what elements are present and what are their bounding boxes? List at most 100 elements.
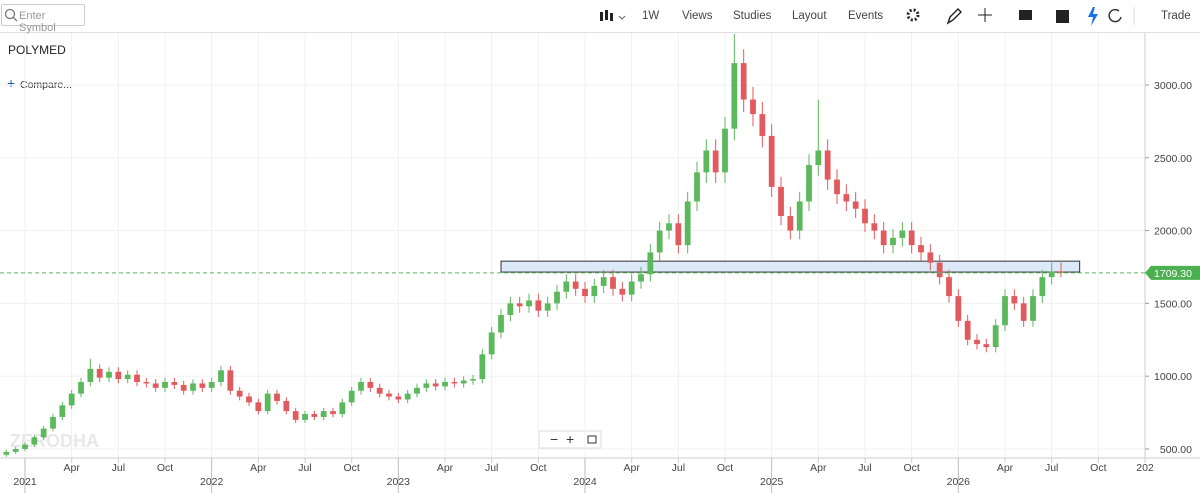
candle-body	[87, 368, 94, 382]
zoom-in[interactable]: +	[566, 431, 574, 447]
candle-body	[722, 128, 728, 173]
candle-body	[824, 150, 831, 180]
candle-body	[50, 416, 56, 429]
candle-body	[936, 262, 943, 278]
candle-body	[1020, 303, 1027, 321]
x-tick-label: 2022	[200, 476, 224, 488]
x-tick-label: Apr	[810, 462, 827, 474]
x-tick-label: Oct	[717, 462, 733, 474]
candle-body	[750, 99, 756, 115]
candle-body	[507, 303, 514, 316]
candle-body	[115, 371, 122, 380]
candle-body	[740, 63, 747, 100]
x-tick-label: Jul	[672, 462, 685, 474]
candle-body	[563, 281, 570, 292]
candle-body	[778, 186, 784, 217]
x-tick-label: 2023	[387, 476, 411, 488]
candle-body	[208, 381, 215, 388]
candle-body	[582, 288, 588, 297]
x-tick-label: Oct	[903, 462, 919, 474]
chart-type-icon[interactable]	[598, 7, 628, 27]
candle-body	[236, 390, 243, 397]
candle-body	[302, 414, 308, 420]
menu[interactable]: Layout	[792, 10, 827, 22]
candle-body	[703, 150, 710, 173]
candle-body	[96, 368, 103, 378]
candle-body	[516, 303, 523, 307]
fullscreen[interactable]	[587, 435, 597, 444]
search-placeholder: Enter Symbol	[19, 10, 56, 34]
x-tick-label: 2025	[760, 476, 784, 488]
candle-body	[983, 344, 990, 348]
zoom-out[interactable]: −	[550, 431, 558, 447]
candle-body	[1011, 296, 1018, 304]
candle-body	[152, 383, 159, 388]
y-tick-label: 1000.00	[1154, 371, 1192, 383]
candle-body	[834, 179, 840, 195]
candle-body	[348, 390, 355, 403]
candle-body	[218, 370, 224, 382]
candle-body	[815, 150, 822, 166]
x-tick-label: Oct	[530, 462, 546, 474]
candle-body	[479, 354, 486, 380]
candle-body	[712, 150, 719, 173]
x-tick-label: Jul	[112, 462, 125, 474]
candle-body	[292, 411, 299, 420]
interval[interactable]: 1W	[642, 10, 660, 22]
menu[interactable]: Views	[682, 10, 713, 22]
candle-body	[899, 230, 906, 238]
candle-body	[143, 381, 150, 384]
candle-body	[591, 285, 598, 297]
candle-body	[535, 300, 542, 311]
candle-body	[992, 325, 999, 348]
candle-body	[600, 277, 607, 286]
candle-body	[414, 387, 420, 394]
candle-body	[852, 201, 859, 209]
menu[interactable]: Events	[848, 10, 884, 22]
candle-body	[227, 370, 234, 391]
search-icon	[4, 8, 18, 22]
candle-body	[768, 135, 775, 187]
candle-body	[264, 393, 271, 412]
candle-body	[908, 230, 915, 246]
candle-body	[31, 437, 38, 445]
candle-body	[955, 296, 962, 321]
zone	[500, 260, 1081, 273]
x-tick-label: 2021	[13, 476, 37, 488]
candle-body	[451, 381, 458, 384]
candle-body	[376, 387, 383, 394]
candle-body	[1002, 296, 1008, 326]
trade-button[interactable]: Trade	[1161, 10, 1191, 22]
candle-body	[843, 194, 850, 202]
symbol: POLYMED	[8, 43, 66, 57]
y-tick-label: 3000.00	[1154, 80, 1192, 92]
candle-body	[647, 252, 654, 275]
candle-body	[12, 448, 19, 452]
candle-body	[694, 172, 700, 202]
candle-body	[40, 428, 47, 438]
search-box[interactable]: Enter Symbol	[1, 4, 85, 34]
menu[interactable]: Studies	[733, 10, 772, 22]
candle-body	[759, 114, 766, 136]
x-tick-label: 202	[1136, 462, 1154, 474]
candle-body	[890, 237, 896, 246]
x-tick-label: Jul	[1045, 462, 1058, 474]
candle-body	[283, 400, 290, 412]
candle-body	[628, 281, 635, 295]
candle-body	[731, 63, 738, 129]
toolbar-icons[interactable]	[900, 5, 1140, 29]
chart: POLYMED + Compare... ZERODHA − + 500.001…	[0, 33, 1200, 493]
candle-body	[330, 411, 336, 415]
candle-body	[404, 393, 411, 400]
x-tick-label: Jul	[858, 462, 871, 474]
y-tick-label: 2000.00	[1154, 226, 1192, 238]
candle-body	[246, 396, 252, 403]
compare-plus[interactable]: +	[7, 75, 15, 91]
y-tick-label: 1500.00	[1154, 298, 1192, 310]
candle-body	[358, 381, 364, 391]
x-tick-label: Apr	[250, 462, 267, 474]
candle-body	[311, 414, 318, 417]
candle-body	[666, 223, 672, 231]
y-tick-label: 2500.00	[1154, 153, 1192, 165]
x-tick-label: 2026	[947, 476, 971, 488]
